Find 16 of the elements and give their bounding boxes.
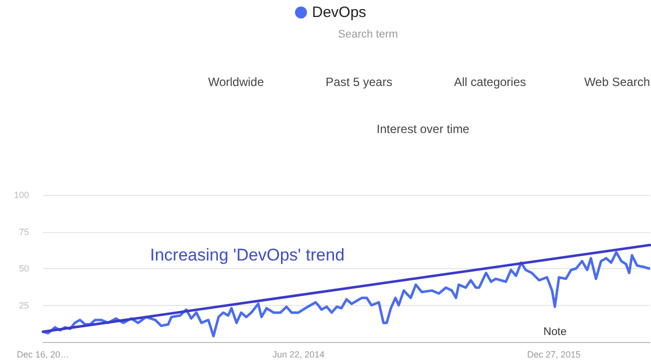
annotation: Note bbox=[543, 326, 567, 338]
chart-subtitle: Search term bbox=[338, 28, 398, 40]
text: Worldwide bbox=[208, 75, 264, 89]
y-tick-label: 75 bbox=[18, 226, 29, 237]
text: All categories bbox=[454, 75, 526, 89]
y-tick-label: 100 bbox=[14, 190, 29, 200]
y-tick-label: 25 bbox=[18, 300, 29, 310]
x-tick-label: Dec 27, 2015 bbox=[527, 350, 581, 360]
text: Past 5 years bbox=[326, 75, 392, 89]
x-tick-label: Dec 16, 20… bbox=[16, 350, 70, 360]
legend-label: DevOps bbox=[312, 4, 366, 21]
chart-title: Interest over time bbox=[376, 122, 470, 136]
annotation: Increasing 'DevOps' trend bbox=[150, 246, 345, 264]
y-tick-label: 50 bbox=[18, 264, 29, 274]
text: Web Search bbox=[584, 75, 650, 89]
x-tick-label: Jun 22, 2014 bbox=[272, 350, 324, 360]
